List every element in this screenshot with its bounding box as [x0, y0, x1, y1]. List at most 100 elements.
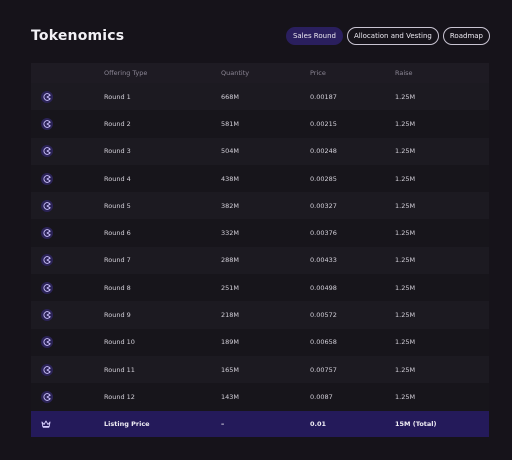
page-title: Tokenomics: [31, 28, 125, 44]
row-quantity: 288M: [221, 256, 240, 265]
round-icon-cell: [41, 83, 53, 110]
header-quantity: Quantity: [221, 69, 250, 77]
tab-sales-round[interactable]: Sales Round: [285, 27, 343, 45]
row-type: Round 11: [104, 365, 135, 374]
row-quantity: 668M: [221, 92, 240, 101]
round-icon-cell: [41, 192, 53, 219]
tab-bar: Sales Round Allocation and Vesting Roadm…: [285, 27, 490, 45]
round-icon-cell: [41, 383, 53, 410]
row-price: 0.00658: [310, 338, 337, 347]
row-raise: 1.25M: [395, 229, 416, 238]
row-type: Round 7: [104, 256, 131, 265]
table-row: Round 4 438M 0.00285 1.25M: [31, 164, 489, 193]
row-raise: 1.25M: [395, 311, 416, 320]
row-raise: 1.25M: [395, 365, 416, 374]
table-row: Round 3 504M 0.00248 1.25M: [31, 137, 489, 165]
pacman-icon: [41, 90, 53, 103]
row-type: Round 10: [104, 338, 135, 347]
row-price: 0.00285: [310, 174, 337, 183]
row-price: 0.00215: [310, 119, 337, 128]
row-quantity: 332M: [221, 229, 240, 238]
row-quantity: 382M: [221, 201, 240, 210]
row-raise: 1.25M: [395, 201, 416, 210]
round-icon-cell: [41, 274, 53, 301]
table-row: Round 11 165M 0.00757 1.25M: [31, 355, 489, 384]
pacman-icon: [41, 363, 53, 376]
row-quantity: 143M: [221, 392, 240, 401]
row-price: 0.00376: [310, 229, 337, 238]
row-price: 0.00187: [310, 92, 337, 101]
tab-roadmap[interactable]: Roadmap: [442, 27, 490, 45]
row-quantity: 581M: [221, 119, 240, 128]
row-raise: 1.25M: [395, 283, 416, 292]
table-row: Round 6 332M 0.00376 1.25M: [31, 219, 489, 247]
footer-quantity: –: [221, 419, 225, 428]
row-raise: 1.25M: [395, 392, 416, 401]
row-price: 0.00248: [310, 147, 337, 156]
round-icon-cell: [41, 247, 53, 274]
round-icon-cell: [41, 301, 53, 328]
row-type: Round 6: [104, 229, 131, 238]
row-quantity: 165M: [221, 365, 240, 374]
pacman-icon: [41, 390, 53, 403]
footer-raise: 15M (Total): [395, 419, 437, 428]
sales-round-table: Offering Type Quantity Price Raise Round…: [31, 63, 489, 437]
table-row: Round 10 189M 0.00658 1.25M: [31, 328, 489, 356]
row-type: Round 4: [104, 174, 131, 183]
row-type: Round 2: [104, 119, 131, 128]
row-raise: 1.25M: [395, 119, 416, 128]
pacman-icon: [41, 172, 53, 185]
row-price: 0.00572: [310, 311, 337, 320]
row-price: 0.00327: [310, 201, 337, 210]
round-icon-cell: [41, 356, 53, 383]
row-raise: 1.25M: [395, 338, 416, 347]
footer-price: 0.01: [310, 419, 327, 428]
row-type: Round 9: [104, 311, 131, 320]
pacman-icon: [41, 254, 53, 267]
round-icon-cell: [41, 138, 53, 165]
table-row: Round 2 581M 0.00215 1.25M: [31, 110, 489, 138]
crown-icon-cell: [41, 411, 51, 437]
footer-type: Listing Price: [104, 419, 150, 428]
pacman-icon: [41, 336, 53, 349]
row-raise: 1.25M: [395, 147, 416, 156]
row-quantity: 251M: [221, 283, 240, 292]
row-raise: 1.25M: [395, 256, 416, 265]
row-price: 0.00757: [310, 365, 337, 374]
table-body: Round 1 668M 0.00187 1.25M Round 2 581M 0.0021…: [31, 83, 489, 411]
table-row: Round 9 218M 0.00572 1.25M: [31, 301, 489, 329]
row-raise: 1.25M: [395, 92, 416, 101]
row-price: 0.0087: [310, 392, 333, 401]
row-quantity: 504M: [221, 147, 240, 156]
round-icon-cell: [41, 165, 53, 192]
row-type: Round 5: [104, 201, 131, 210]
pacman-icon: [41, 227, 53, 240]
pacman-icon: [41, 145, 53, 158]
row-quantity: 438M: [221, 174, 240, 183]
header-offering-type: Offering Type: [104, 69, 148, 77]
round-icon-cell: [41, 110, 53, 137]
table-header: Offering Type Quantity Price Raise: [31, 63, 489, 83]
table-row: Round 8 251M 0.00498 1.25M: [31, 274, 489, 302]
row-quantity: 189M: [221, 338, 240, 347]
row-type: Round 1: [104, 92, 131, 101]
row-type: Round 8: [104, 283, 131, 292]
crown-icon: [41, 420, 51, 428]
table-row: Round 7 288M 0.00433 1.25M: [31, 246, 489, 275]
row-quantity: 218M: [221, 311, 240, 320]
pacman-icon: [41, 117, 53, 130]
header-price: Price: [310, 69, 326, 77]
pacman-icon: [41, 309, 53, 322]
table-row: Round 12 143M 0.0087 1.25M: [31, 383, 489, 411]
table-row: Round 1 668M 0.00187 1.25M: [31, 83, 489, 111]
tab-allocation-and-vesting[interactable]: Allocation and Vesting: [346, 27, 439, 45]
round-icon-cell: [41, 329, 53, 356]
row-type: Round 12: [104, 392, 135, 401]
pacman-icon: [41, 199, 53, 212]
header-raise: Raise: [395, 69, 413, 77]
table-row: Round 5 382M 0.00327 1.25M: [31, 192, 489, 220]
row-type: Round 3: [104, 147, 131, 156]
row-price: 0.00433: [310, 256, 337, 265]
row-raise: 1.25M: [395, 174, 416, 183]
